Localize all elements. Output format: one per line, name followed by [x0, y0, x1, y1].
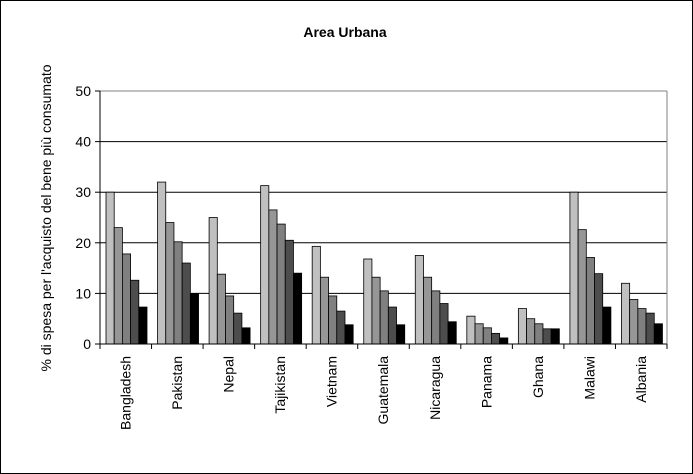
y-tick-label: 30	[75, 184, 91, 200]
bar	[105, 191, 115, 345]
x-category-label: Ghana	[530, 356, 546, 398]
bar	[336, 310, 346, 345]
bar	[189, 292, 199, 345]
bar	[130, 279, 140, 345]
y-tick-label: 0	[83, 336, 91, 352]
bar	[371, 276, 381, 345]
bar	[542, 328, 552, 345]
bar	[491, 332, 501, 345]
bar	[526, 318, 536, 345]
y-axis-label: % di spesa per l'acquisto del bene più c…	[38, 64, 54, 371]
bar	[629, 299, 639, 345]
bar	[379, 290, 389, 345]
bar	[173, 241, 183, 345]
plot-area: 0 10 20 30 40 50 Bangladesh Pakistan Nepal Tajiki…	[75, 83, 668, 430]
bar	[225, 295, 235, 345]
bar	[645, 312, 655, 345]
bar	[447, 321, 457, 345]
bar	[328, 295, 338, 345]
x-category-label: Malawi	[581, 356, 597, 400]
bar	[585, 257, 595, 345]
y-tick-label: 10	[75, 285, 91, 301]
bar	[284, 239, 294, 345]
x-category-label: Panama	[478, 356, 494, 408]
bar	[517, 308, 527, 345]
bar	[276, 223, 286, 345]
bar	[602, 306, 612, 345]
bar	[653, 323, 663, 345]
bar	[260, 185, 270, 345]
x-category-label: Tajikistan	[272, 356, 288, 414]
bar	[268, 209, 278, 345]
bar	[396, 324, 406, 345]
bar	[293, 272, 303, 345]
bar	[241, 327, 251, 345]
bar	[319, 276, 329, 345]
bar	[233, 312, 243, 345]
y-tick-label: 50	[75, 83, 91, 99]
x-category-label: Pakistan	[169, 356, 185, 410]
chart-title: Area Urbana	[303, 24, 386, 40]
bar	[474, 323, 484, 345]
bar	[216, 273, 226, 345]
bar	[637, 308, 647, 345]
bar	[181, 262, 191, 345]
bar	[534, 323, 544, 345]
bar	[414, 255, 424, 345]
x-category-label: Nepal	[221, 356, 237, 393]
x-category-label: Guatemala	[375, 356, 391, 425]
x-category-label: Vietnam	[324, 356, 340, 407]
bar	[423, 276, 433, 345]
bar	[431, 290, 441, 345]
bar	[569, 191, 579, 345]
bar	[466, 315, 476, 345]
y-tick-label: 40	[75, 134, 91, 150]
x-category-label: Albania	[633, 356, 649, 403]
bar	[344, 324, 354, 345]
bar	[439, 303, 449, 345]
y-tick-label: 20	[75, 235, 91, 251]
bar	[208, 217, 218, 345]
bar	[550, 328, 560, 345]
bar	[499, 337, 509, 345]
bar	[113, 227, 123, 345]
bar	[138, 306, 148, 345]
bar	[122, 253, 132, 345]
bar	[311, 245, 321, 345]
bar	[363, 258, 373, 345]
bar	[165, 222, 175, 345]
bar	[577, 229, 587, 345]
bar	[594, 273, 604, 345]
x-category-label: Bangladesh	[118, 356, 134, 430]
bar	[621, 282, 631, 345]
bar	[482, 327, 492, 345]
bar	[157, 181, 167, 345]
bar	[387, 306, 397, 345]
x-category-label: Nicaragua	[427, 356, 443, 420]
